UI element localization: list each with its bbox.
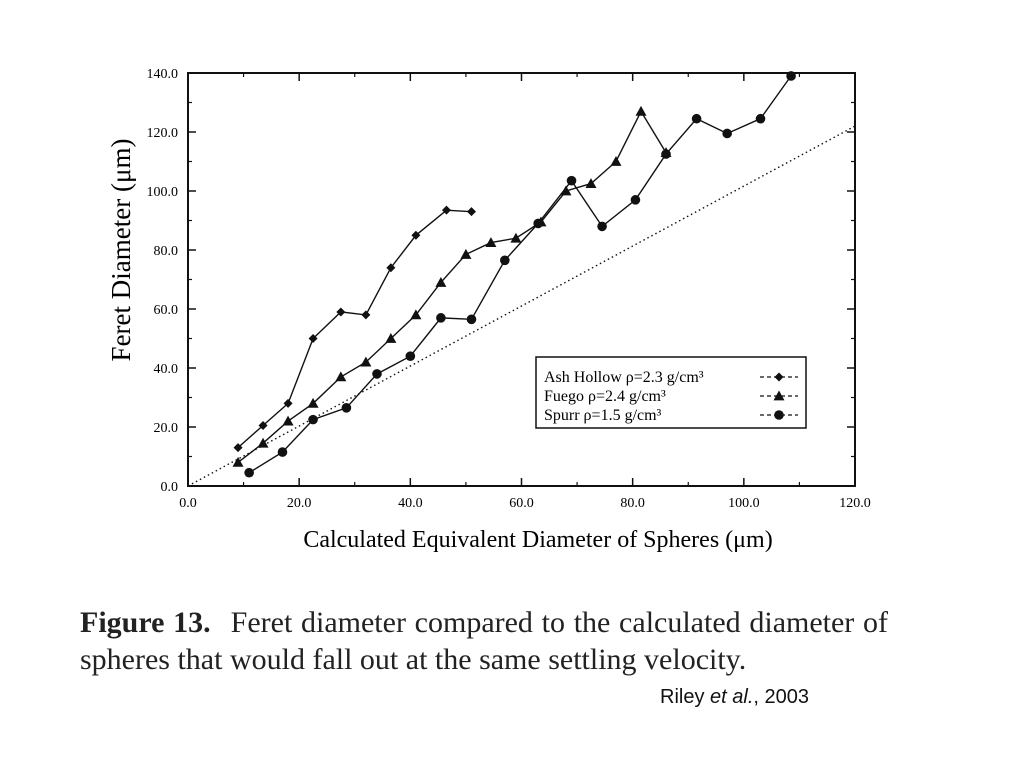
data-point-circle [436,313,446,323]
x-tick-label: 0.0 [179,496,197,511]
data-point-triangle [410,309,422,320]
data-point-circle [308,414,318,425]
x-tick-label: 40.0 [398,496,423,511]
chart: 0.0 20.0 40.0 60.0 80.0 100.0 120.0 0.0 20.0 40.0… [106,67,871,553]
data-point-circle [566,175,577,186]
data-point-circle [341,403,352,413]
data-point-triangle [585,178,597,189]
data-point-triangle [307,397,319,408]
citation-author: Riley [660,686,711,708]
data-point-triangle [560,185,572,196]
data-point-circle [244,467,254,478]
data-point-circle [722,128,732,139]
data-point-triangle [232,456,244,467]
y-tick-label: 120.0 [147,126,179,141]
legend-box [535,356,807,429]
y-tick-label: 60.0 [154,303,179,318]
data-point-diamond [233,443,243,453]
data-point-circle [372,369,382,379]
figure-label: Figure 13. [80,606,211,639]
data-point-triangle [460,248,472,259]
legend-label-diamond: Ash Hollow ρ=2.3 g/cm³ [544,369,704,386]
y-tick-label: 40.0 [154,362,179,377]
y-axis-title: Feret Diameter (μm) [106,139,136,362]
data-point-triangle [257,437,269,448]
data-point-diamond [441,205,451,215]
x-tick-label: 100.0 [728,496,760,511]
data-point-circle [405,351,416,362]
y-tick-label: 80.0 [154,244,179,259]
legend: Ash Hollow ρ=2.3 g/cm³ Fuego ρ=2.4 g/cm³ S… [535,356,807,429]
series-line-circle [248,75,792,474]
citation: Riley et al., 2003 [660,686,809,709]
legend-marker-circle [774,410,784,420]
citation-et-al: et al. [710,686,754,708]
data-point-triangle [360,356,372,367]
data-point-circle [277,447,288,457]
data-point-circle [533,218,543,229]
x-tick-label: 60.0 [509,496,534,511]
data-point-diamond [466,207,476,217]
data-point-diamond [258,421,268,431]
data-point-circle [661,149,671,159]
data-point-triangle [485,237,497,248]
data-point-triangle [385,333,397,343]
citation-year: , 2003 [753,686,809,708]
data-point-circle [630,195,641,205]
data-point-triangle [335,371,347,382]
data-point-diamond [308,334,318,343]
data-point-triangle [435,276,447,287]
legend-label-triangle: Fuego ρ=2.4 g/cm³ [544,388,666,405]
reference-line [187,125,856,487]
data-point-circle [500,255,510,266]
data-point-triangle [282,415,294,426]
data-point-diamond [283,398,293,408]
x-axis-title: Calculated Equivalent Diameter of Sphere… [303,527,772,553]
x-tick-label: 80.0 [620,496,645,511]
legend-label-circle: Spurr ρ=1.5 g/cm³ [544,407,662,424]
y-tick-label: 20.0 [154,421,179,436]
y-tick-label: 140.0 [147,67,179,82]
data-point-triangle [510,232,522,243]
data-point-circle [786,71,796,81]
data-point-diamond [386,263,396,273]
x-tick-label: 120.0 [839,496,871,511]
data-point-diamond [361,310,371,320]
data-point-diamond [336,307,346,317]
figure-caption-text: Feret diameter compared to the calculate… [80,606,888,676]
data-point-circle [597,221,607,232]
data-point-circle [466,314,477,325]
data-point-triangle [635,105,647,116]
series-line-diamond [237,209,472,449]
data-point-circle [755,113,766,124]
data-point-circle [691,113,702,124]
legend-marker-triangle [773,390,785,401]
data-point-diamond [411,230,421,240]
y-tick-label: 100.0 [147,185,179,200]
legend-marker-diamond [774,372,784,382]
x-tick-label: 20.0 [287,496,312,511]
figure-caption: Figure 13. Feret diameter compared to the… [80,604,888,678]
data-point-triangle [610,156,622,166]
y-tick-label: 0.0 [161,480,179,495]
